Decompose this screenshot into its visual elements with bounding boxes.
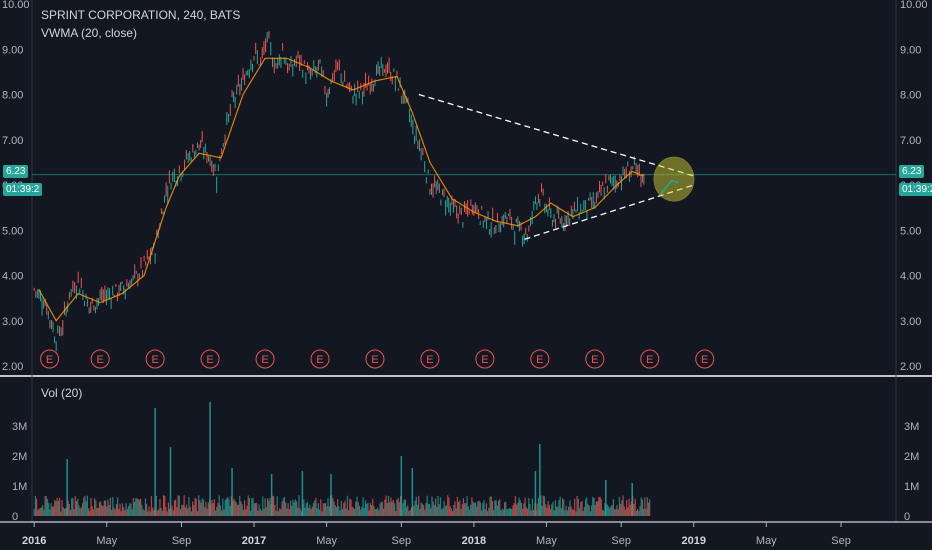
price-axis-label-right: 2.00 xyxy=(900,361,921,373)
volume-axis-label-right: 0 xyxy=(904,511,910,523)
price-axis-label-left: 9.00 xyxy=(2,44,23,56)
earnings-event-marker xyxy=(420,349,440,369)
price-axis-label-right: 7.00 xyxy=(900,135,921,147)
time-axis-label: May xyxy=(96,535,117,547)
time-axis-label: May xyxy=(536,535,557,547)
volume-axis-label-left: 3M xyxy=(12,421,27,433)
time-axis-label: Sep xyxy=(172,535,192,547)
price-axis-label-right: 9.00 xyxy=(900,44,921,56)
price-badge-left: 6.23 xyxy=(3,165,29,178)
price-axis-label-left: 4.00 xyxy=(2,271,23,283)
time-axis-label: 2016 xyxy=(22,535,46,547)
earnings-event-label: E xyxy=(371,354,378,366)
earnings-event-marker xyxy=(200,349,220,369)
earnings-event-marker xyxy=(255,349,275,369)
volume-axis-label-right: 3M xyxy=(904,421,919,433)
earnings-event-label: E xyxy=(591,354,598,366)
time-axis-label: Sep xyxy=(392,535,412,547)
earnings-event-label: E xyxy=(96,354,103,366)
earnings-event-label: E xyxy=(426,354,433,366)
price-axis-label-right: 3.00 xyxy=(900,316,921,328)
price-axis-label-right: 4.00 xyxy=(900,271,921,283)
earnings-event-marker xyxy=(40,349,60,369)
earnings-event-marker xyxy=(695,349,715,369)
time-axis-label: 2018 xyxy=(462,535,486,547)
vwma-line xyxy=(38,57,644,322)
price-axis-label-left: 7.00 xyxy=(2,135,23,147)
countdown-badge-right: 01:39:2 xyxy=(899,183,932,196)
earnings-event-marker xyxy=(365,349,385,369)
earnings-event-marker xyxy=(475,349,495,369)
volume-legend[interactable]: Vol (20) xyxy=(41,386,83,400)
time-axis-label: May xyxy=(756,535,777,547)
earnings-event-marker xyxy=(310,349,330,369)
earnings-event-marker xyxy=(90,349,110,369)
earnings-event-label: E xyxy=(316,354,323,366)
earnings-event-marker xyxy=(585,349,605,369)
time-axis-label: 2019 xyxy=(681,535,705,547)
countdown-badge-left: 01:39:2 xyxy=(3,183,43,196)
earnings-event-label: E xyxy=(701,354,708,366)
price-axis-label-left: 8.00 xyxy=(2,90,23,102)
earnings-event-label: E xyxy=(536,354,543,366)
earnings-event-label: E xyxy=(646,354,653,366)
time-axis-label: 2017 xyxy=(242,535,266,547)
indicator-legend[interactable]: VWMA (20, close) xyxy=(41,26,138,40)
earnings-event-label: E xyxy=(206,354,213,366)
volume-axis-label-left: 2M xyxy=(12,451,27,463)
price-axis-label-left: 3.00 xyxy=(2,316,23,328)
volume-axis-label-left: 1M xyxy=(12,481,27,493)
price-axis-label-right: 5.00 xyxy=(900,225,921,237)
price-axis-label-left: 10.00 xyxy=(2,0,30,11)
volume-axis-label-left: 0 xyxy=(12,511,18,523)
earnings-event-label: E xyxy=(261,354,268,366)
time-axis-label: May xyxy=(316,535,337,547)
resistance-trendline xyxy=(418,93,694,177)
projection-arrow xyxy=(660,179,679,195)
volume-axis-label-right: 1M xyxy=(904,481,919,493)
price-axis-label-right: 8.00 xyxy=(900,90,921,102)
earnings-event-label: E xyxy=(151,354,158,366)
price-axis-label-right: 10.00 xyxy=(900,0,928,11)
symbol-title[interactable]: SPRINT CORPORATION, 240, BATS xyxy=(41,8,241,22)
price-axis-label-left: 5.00 xyxy=(2,225,23,237)
earnings-event-label: E xyxy=(46,354,53,366)
earnings-event-label: E xyxy=(481,354,488,366)
earnings-event-marker xyxy=(145,349,165,369)
price-axis-label-left: 2.00 xyxy=(2,361,23,373)
earnings-event-marker xyxy=(640,349,660,369)
earnings-event-marker xyxy=(530,349,550,369)
time-axis-label: Sep xyxy=(831,535,851,547)
price-badge-right: 6.23 xyxy=(899,165,925,178)
highlight-ellipse xyxy=(653,156,695,202)
time-axis-label: Sep xyxy=(611,535,631,547)
volume-axis-label-right: 2M xyxy=(904,451,919,463)
